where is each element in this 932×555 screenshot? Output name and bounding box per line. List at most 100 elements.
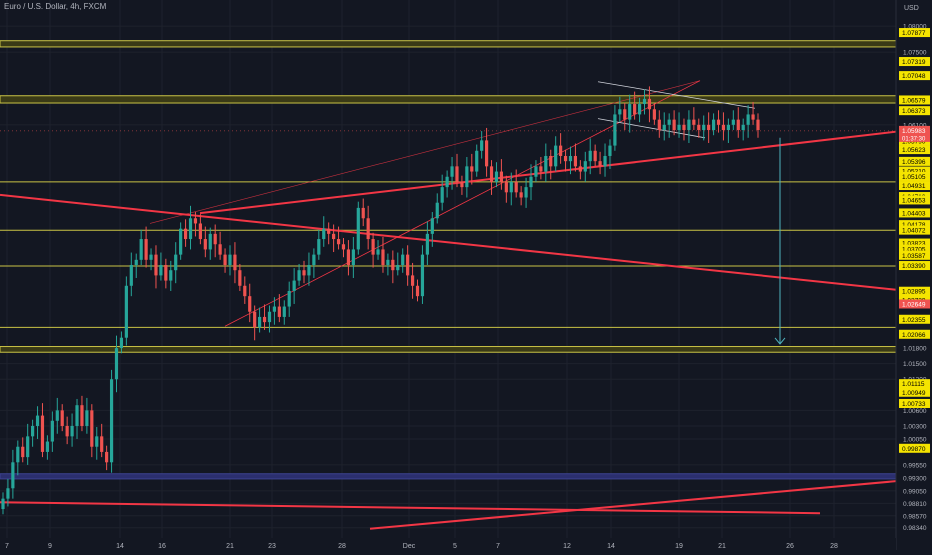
candle-body bbox=[440, 187, 444, 203]
bottom-flat-line[interactable] bbox=[0, 501, 821, 515]
price-tag-background bbox=[899, 57, 930, 67]
price-tag: 1.02355 bbox=[899, 314, 930, 324]
candle bbox=[243, 276, 247, 304]
trend-lines[interactable] bbox=[0, 80, 932, 530]
price-tag-label: 1.06579 bbox=[902, 97, 926, 104]
candle bbox=[746, 105, 750, 138]
price-tag-background bbox=[899, 171, 930, 181]
candle-body bbox=[396, 265, 400, 271]
bottom-rising-line[interactable] bbox=[369, 476, 932, 530]
candle bbox=[327, 222, 331, 245]
candle-body bbox=[677, 124, 681, 131]
candle-body bbox=[578, 166, 582, 172]
candle-body bbox=[613, 114, 617, 146]
channel-upper-line[interactable] bbox=[149, 80, 701, 224]
candle-body bbox=[687, 119, 691, 131]
candle-body bbox=[238, 270, 242, 286]
candle bbox=[297, 263, 301, 286]
price-tick-label: 1.01800 bbox=[903, 346, 927, 353]
price-tag: 1.00949 bbox=[899, 387, 930, 397]
projection-arrow-head[interactable] bbox=[774, 337, 786, 345]
time-tick-label: 12 bbox=[563, 543, 571, 550]
candle bbox=[90, 404, 94, 458]
price-tag-label: 1.02355 bbox=[902, 317, 926, 324]
candle bbox=[445, 170, 449, 198]
time-tick-label: 14 bbox=[116, 543, 124, 550]
candle bbox=[692, 107, 696, 131]
candle bbox=[262, 304, 267, 330]
long-descending-line[interactable] bbox=[0, 193, 932, 295]
candle-body bbox=[410, 275, 415, 286]
candle-body bbox=[100, 436, 104, 452]
candle-body bbox=[371, 239, 375, 255]
candle bbox=[253, 305, 257, 341]
candle bbox=[642, 89, 647, 115]
time-tick-label: 7 bbox=[496, 543, 500, 550]
price-tag: 1.00733 bbox=[899, 398, 930, 408]
price-tag-label: 1.03705 bbox=[902, 247, 926, 254]
candle-body bbox=[657, 119, 661, 131]
candle-body bbox=[198, 223, 202, 240]
candle bbox=[174, 242, 178, 284]
candle bbox=[31, 419, 35, 447]
candle bbox=[396, 252, 400, 276]
price-tag-background bbox=[899, 71, 930, 81]
candle-body bbox=[504, 181, 508, 193]
candle-body bbox=[667, 119, 671, 125]
price-tick-label: 1.06100 bbox=[903, 122, 927, 129]
price-tag: 1.03823 bbox=[899, 238, 930, 248]
candle-body bbox=[174, 254, 178, 271]
candle-body bbox=[450, 166, 454, 177]
time-tick-label: 14 bbox=[607, 543, 615, 550]
price-tag: 1.02895 bbox=[899, 286, 930, 296]
price-tag: 1.04178 bbox=[899, 220, 930, 230]
candle-body bbox=[282, 306, 286, 317]
candle bbox=[628, 94, 632, 133]
price-tick-label: 1.01500 bbox=[903, 361, 927, 368]
red-price-tag-label: 1.02649 bbox=[902, 302, 926, 309]
candle-body bbox=[637, 104, 642, 115]
price-tag-background bbox=[899, 220, 930, 230]
candle-body bbox=[50, 420, 54, 442]
candle bbox=[741, 118, 745, 141]
candle bbox=[1, 492, 5, 515]
channel-lower-line[interactable] bbox=[224, 80, 701, 327]
candle-body bbox=[539, 166, 543, 172]
candle-body bbox=[109, 379, 114, 463]
time-axis[interactable]: 7 9 14 16 21 23 28 Dec 5 7 12 14 19 21 26 28 bbox=[0, 538, 896, 550]
candle bbox=[524, 177, 528, 208]
candle-body bbox=[85, 410, 89, 426]
candle bbox=[711, 113, 716, 136]
candle-body bbox=[598, 161, 602, 167]
candle-body bbox=[697, 124, 701, 131]
price-tag-label: 1.00949 bbox=[902, 390, 926, 397]
time-tick-label: 7 bbox=[5, 543, 9, 550]
candle bbox=[455, 153, 459, 188]
candle-body bbox=[40, 415, 45, 452]
price-tag: 1.07877 bbox=[899, 28, 930, 38]
projection-arrow[interactable] bbox=[774, 137, 786, 345]
candle bbox=[716, 110, 721, 133]
candle bbox=[662, 112, 666, 141]
candle bbox=[460, 175, 464, 195]
candle-body bbox=[711, 119, 716, 131]
candle bbox=[80, 395, 84, 432]
candle bbox=[341, 238, 346, 258]
price-tag-background bbox=[899, 166, 930, 176]
price-tag-background bbox=[899, 225, 930, 235]
price-tag: 1.05396 bbox=[899, 156, 930, 166]
candle-body bbox=[312, 254, 316, 266]
candle-body bbox=[243, 285, 247, 297]
candle-body bbox=[406, 254, 410, 276]
triangle-upper-line[interactable] bbox=[597, 81, 756, 109]
candle-body bbox=[509, 181, 513, 193]
price-tag-label: 1.00733 bbox=[902, 401, 926, 408]
candle bbox=[721, 112, 726, 141]
candle bbox=[652, 103, 656, 125]
candle bbox=[312, 248, 316, 278]
candle bbox=[637, 97, 642, 123]
time-tick-label: 23 bbox=[268, 543, 276, 550]
